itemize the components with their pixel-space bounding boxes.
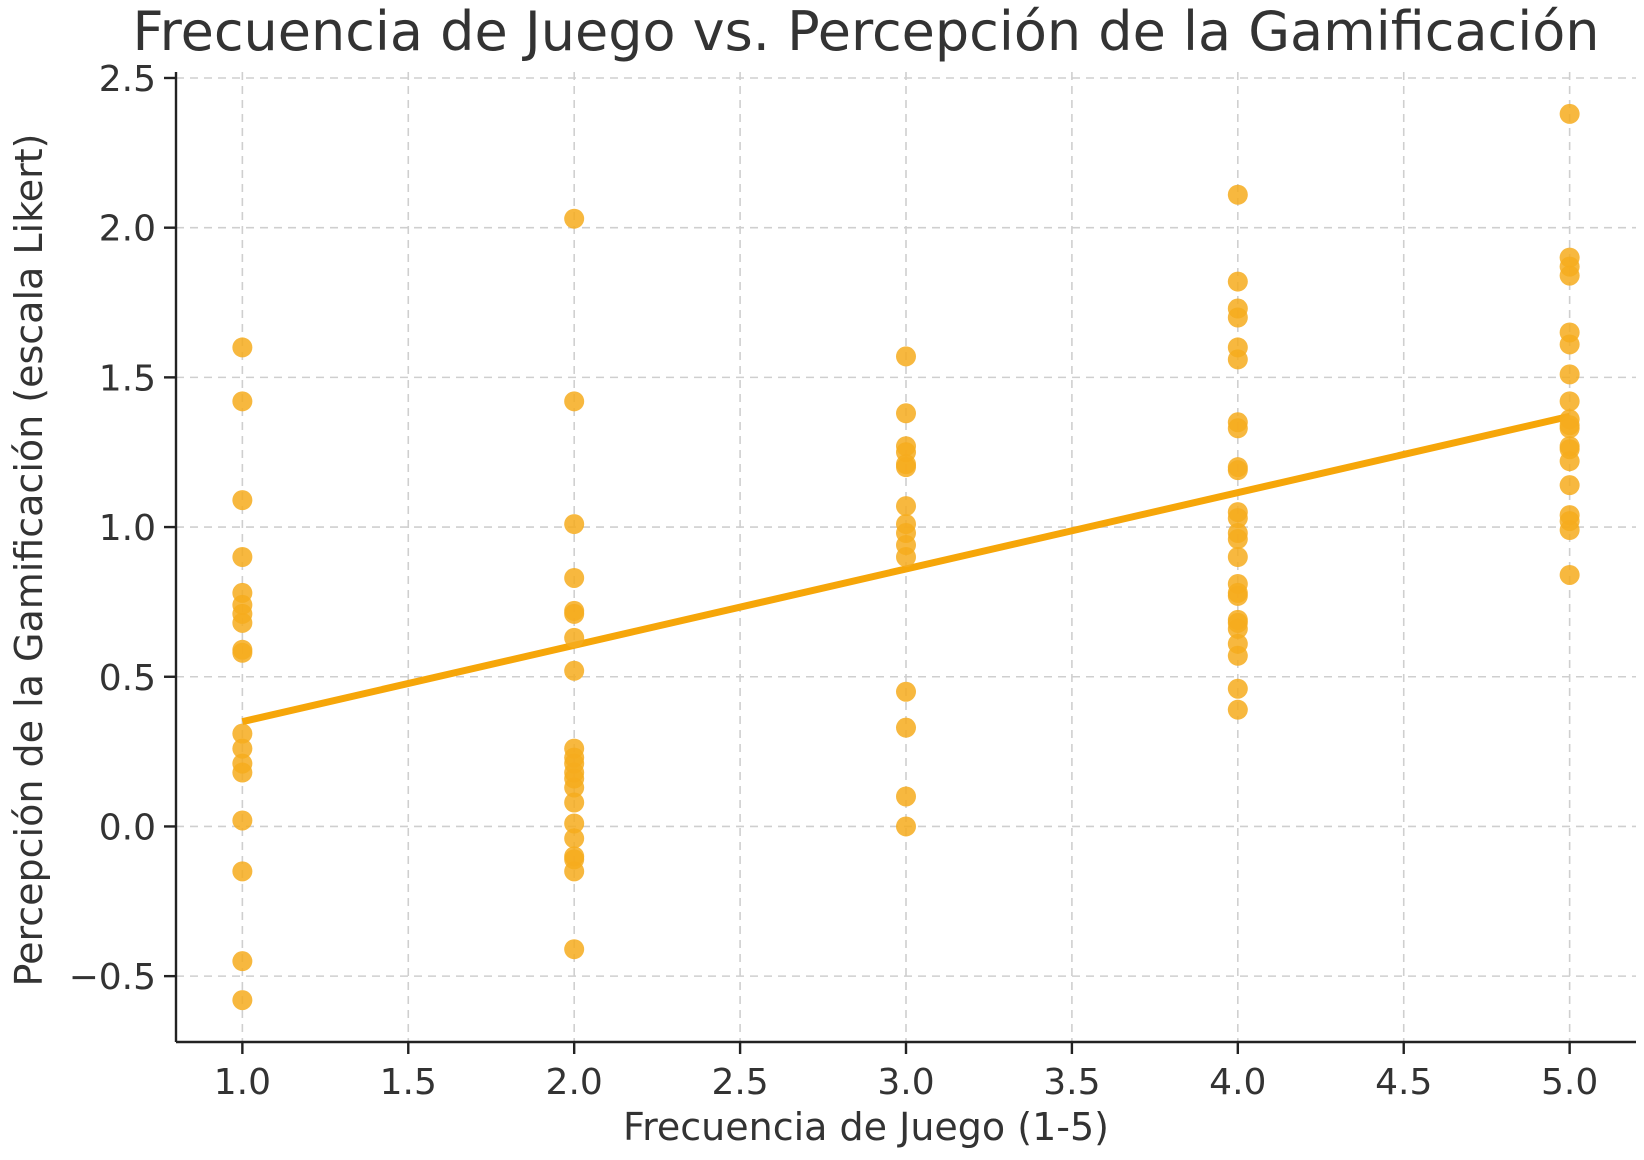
- data-point: [564, 813, 585, 834]
- trend-line: [241, 412, 1571, 726]
- data-point: [1227, 508, 1248, 529]
- chart-title: Frecuencia de Juego vs. Percepción de la…: [132, 0, 1599, 63]
- y-axis-ticks: −0.5 0.0 0.5 1.0 1.5 2.0 2.5: [69, 59, 176, 998]
- y-tick-label: −0.5: [69, 957, 156, 998]
- x-tick-label: 3.0: [877, 1062, 934, 1103]
- data-point: [232, 810, 253, 831]
- trend-line-group: [241, 412, 1571, 726]
- data-point: [564, 514, 585, 535]
- data-point: [896, 681, 916, 702]
- data-point: [1227, 699, 1248, 720]
- x-tick-label: 3.5: [1043, 1062, 1100, 1103]
- data-point: [1559, 520, 1580, 541]
- data-point: [232, 990, 253, 1011]
- data-point: [564, 777, 585, 798]
- data-point: [896, 816, 916, 837]
- data-point: [1559, 451, 1580, 472]
- data-point: [564, 828, 585, 849]
- x-tick-label: 2.0: [546, 1062, 603, 1103]
- data-point: [1559, 103, 1580, 124]
- y-tick-label: 2.0: [99, 209, 156, 250]
- data-point: [232, 612, 253, 633]
- x-tick-label: 2.5: [711, 1062, 768, 1103]
- data-point: [1227, 618, 1248, 639]
- data-point: [232, 391, 253, 412]
- data-point: [564, 567, 585, 588]
- data-point: [1227, 460, 1248, 481]
- data-point: [896, 496, 916, 517]
- y-tick-label: 0.5: [99, 658, 156, 699]
- data-point: [564, 792, 585, 813]
- x-tick-label: 1.0: [214, 1062, 271, 1103]
- data-point: [1227, 529, 1248, 550]
- data-point: [564, 627, 585, 648]
- data-point: [232, 738, 253, 759]
- data-point: [232, 642, 253, 663]
- data-point: [232, 547, 253, 567]
- y-tick-label: 1.0: [99, 508, 156, 549]
- data-point: [1227, 645, 1248, 666]
- data-point: [232, 762, 253, 783]
- y-axis-label: Percepción de la Gamificación (escala Li…: [7, 134, 51, 987]
- data-point: [232, 337, 253, 358]
- data-point: [1227, 678, 1248, 699]
- data-point: [232, 951, 253, 972]
- data-point: [232, 723, 253, 744]
- data-point: [1559, 265, 1580, 286]
- y-tick-label: 0.0: [99, 807, 156, 848]
- data-point: [1559, 391, 1580, 412]
- data-point: [896, 786, 916, 807]
- x-tick-label: 1.5: [380, 1062, 437, 1103]
- data-point: [1559, 475, 1580, 496]
- data-point: [1227, 271, 1248, 292]
- y-tick-label: 2.5: [99, 59, 156, 100]
- data-point: [1227, 547, 1248, 567]
- data-point: [1227, 585, 1248, 606]
- x-axis-label: Frecuencia de Juego (1-5): [623, 1105, 1109, 1149]
- data-point: [1559, 564, 1580, 585]
- data-point: [564, 939, 585, 960]
- data-point: [232, 490, 253, 511]
- data-point: [564, 660, 585, 681]
- data-point: [564, 861, 585, 882]
- data-point: [896, 403, 916, 424]
- x-tick-label: 5.0: [1541, 1062, 1598, 1103]
- data-points: [232, 103, 1580, 1011]
- data-point: [1559, 418, 1580, 439]
- x-axis-ticks: 1.0 1.5 2.0 2.5 3.0 3.5 4.0 4.5 5.0: [214, 1042, 1598, 1103]
- data-point: [564, 391, 585, 412]
- data-point: [1227, 418, 1248, 439]
- data-point: [232, 861, 253, 882]
- data-point: [1227, 307, 1248, 328]
- x-tick-label: 4.0: [1209, 1062, 1266, 1103]
- data-point: [564, 603, 585, 624]
- data-point: [564, 208, 585, 229]
- data-point: [896, 346, 916, 367]
- y-tick-label: 1.5: [99, 358, 156, 399]
- data-point: [1559, 334, 1580, 355]
- data-point: [896, 457, 916, 478]
- x-tick-label: 4.5: [1375, 1062, 1432, 1103]
- data-point: [896, 717, 916, 738]
- data-point: [1227, 349, 1248, 370]
- data-point: [1227, 184, 1248, 205]
- data-point: [896, 547, 916, 567]
- data-point: [1559, 364, 1580, 385]
